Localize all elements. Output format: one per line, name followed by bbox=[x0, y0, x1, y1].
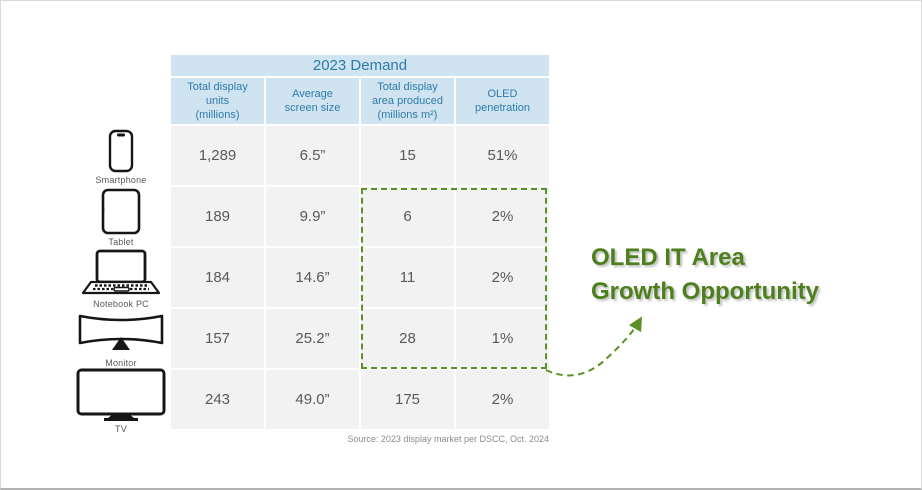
table-header-row: Total display units (millions) Average s… bbox=[171, 78, 549, 124]
column-header-area: Total display area produced (millions m²… bbox=[361, 78, 454, 124]
device-row-tablet: Tablet bbox=[67, 187, 175, 248]
tablet-icon bbox=[101, 188, 141, 235]
device-row-tv: TV bbox=[67, 368, 175, 434]
table-cell: 15 bbox=[361, 126, 454, 185]
annotation-text: OLED IT Area Growth Opportunity bbox=[591, 241, 819, 309]
table-cell: 49.0” bbox=[266, 370, 359, 429]
source-note: Source: 2023 display market per DSCC, Oc… bbox=[347, 434, 549, 444]
notebook-pc-icon bbox=[81, 249, 161, 297]
table-cell: 6 bbox=[361, 187, 454, 246]
table-cell: 243 bbox=[171, 370, 264, 429]
column-header-units: Total display units (millions) bbox=[171, 78, 264, 124]
tv-icon bbox=[76, 368, 166, 422]
table-cell: 28 bbox=[361, 309, 454, 368]
table-title: 2023 Demand bbox=[171, 55, 549, 76]
annotation-line-1: OLED IT Area bbox=[591, 244, 745, 271]
device-row-monitor: Monitor bbox=[67, 309, 175, 370]
monitor-icon bbox=[77, 312, 165, 356]
table-cell: 157 bbox=[171, 309, 264, 368]
curved-arrow-icon bbox=[545, 316, 642, 377]
device-label: TV bbox=[115, 423, 127, 434]
device-row-smartphone: Smartphone bbox=[67, 126, 175, 187]
table-cell: 189 bbox=[171, 187, 264, 246]
smartphone-icon bbox=[108, 129, 134, 173]
table-cell: 25.2” bbox=[266, 309, 359, 368]
table-cell: 2% bbox=[456, 370, 549, 429]
demand-table: 2023 Demand Total display units (million… bbox=[171, 55, 549, 444]
device-label: Monitor bbox=[105, 357, 137, 368]
device-label: Notebook PC bbox=[93, 298, 149, 309]
table-cell: 6.5” bbox=[266, 126, 359, 185]
table-cell: 51% bbox=[456, 126, 549, 185]
table-cell: 184 bbox=[171, 248, 264, 307]
column-header-screen-size: Average screen size bbox=[266, 78, 359, 124]
device-label: Tablet bbox=[108, 237, 134, 247]
table-cell: 2% bbox=[456, 187, 549, 246]
table-cell: 1,289 bbox=[171, 126, 264, 185]
table-body: 1,289 6.5” 15 51% 189 9.9” 6 2% 184 14.6… bbox=[171, 126, 549, 429]
table-cell: 1% bbox=[456, 309, 549, 368]
table-cell: 14.6” bbox=[266, 248, 359, 307]
table-cell: 175 bbox=[361, 370, 454, 429]
annotation-line-2: Growth Opportunity bbox=[591, 278, 819, 305]
device-row-notebook: Notebook PC bbox=[67, 248, 175, 309]
column-header-oled: OLED penetration bbox=[456, 78, 549, 124]
table-cell: 2% bbox=[456, 248, 549, 307]
table-cell: 9.9” bbox=[266, 187, 359, 246]
table-cell: 11 bbox=[361, 248, 454, 307]
device-label: Smartphone bbox=[95, 174, 147, 185]
